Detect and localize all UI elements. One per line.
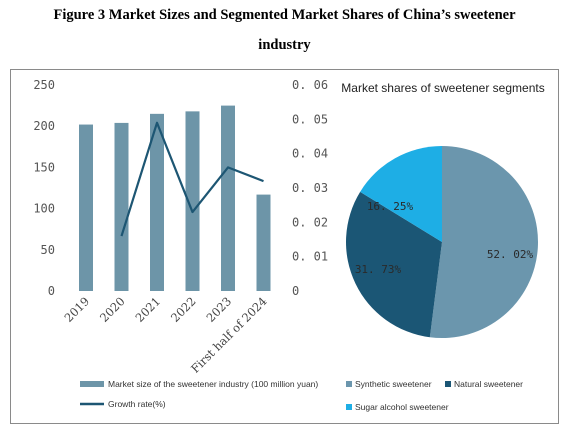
y-right-tick-label: 0. 03 xyxy=(292,181,328,195)
pie-slice-label: 31. 73% xyxy=(355,263,402,276)
pie-slice-sugar-alcohol-sweetener xyxy=(360,146,442,242)
pie-slice-label: 16. 25% xyxy=(367,200,414,213)
y-left-tick-label: 200 xyxy=(33,119,55,133)
y-right-tick-label: 0. 06 xyxy=(292,78,328,92)
pie-slice-label: 52. 02% xyxy=(487,248,534,261)
y-left-tick-label: 0 xyxy=(48,284,55,298)
legend-swatch-market-size xyxy=(80,381,104,387)
bar-2023 xyxy=(221,105,235,291)
y-right-tick-label: 0. 04 xyxy=(292,147,328,161)
figure-caption-line-2: industry xyxy=(258,37,311,53)
y-right-tick-label: 0. 02 xyxy=(292,215,328,229)
legend-swatch-synthetic-sweetener xyxy=(346,381,352,387)
bar-2020 xyxy=(114,122,129,292)
legend-swatch-natural-sweetener xyxy=(445,381,451,387)
growth-rate-line xyxy=(120,121,264,237)
legend-swatch-sugar-alcohol-sweetener xyxy=(346,404,352,410)
legend-label-natural-sweetener: Natural sweetener xyxy=(454,379,523,389)
legend-label-sugar-alcohol-sweetener: Sugar alcohol sweetener xyxy=(355,402,449,412)
legend-label-growth-rate: Growth rate(%) xyxy=(108,399,166,409)
bar-2019 xyxy=(79,124,93,291)
y-left-tick-label: 150 xyxy=(33,160,55,174)
pie-slice-natural-sweetener xyxy=(346,191,442,338)
y-right-tick-label: 0. 05 xyxy=(292,112,328,126)
y-right-tick-label: 0 xyxy=(292,284,299,298)
figure-caption-line-1: Figure 3 Market Sizes and Segmented Mark… xyxy=(53,7,516,23)
legend-label-synthetic-sweetener: Synthetic sweetener xyxy=(355,379,432,389)
y-left-tick-label: 50 xyxy=(41,243,55,257)
y-right-tick-label: 0. 01 xyxy=(292,250,328,264)
legend-label-market-size: Market size of the sweetener industry (1… xyxy=(108,379,318,389)
bar-2022 xyxy=(185,111,200,291)
bar-first-half-of-2024 xyxy=(256,194,271,291)
y-left-tick-label: 250 xyxy=(33,78,55,92)
y-left-tick-label: 100 xyxy=(33,202,55,216)
bar-2021 xyxy=(150,113,164,291)
pie-slice-synthetic-sweetener xyxy=(429,146,539,339)
pie-title: Market shares of sweetener segments xyxy=(341,81,544,95)
